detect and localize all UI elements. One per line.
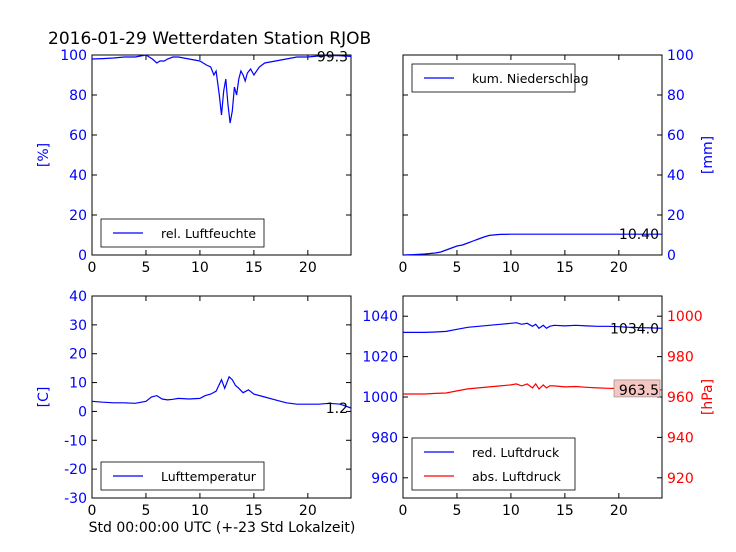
x-tick-label: 15 [556,503,574,519]
x-tick-label: 20 [610,503,628,519]
x-tick-label: 20 [610,260,628,276]
y-tick-label: 0 [78,248,87,264]
legend-label-0: red. Luftdruck [472,445,560,460]
axes-frame [91,54,352,256]
y-right-tick-label: 920 [667,471,694,487]
x-tick-label: 15 [245,260,263,276]
y-axis-label: [mm] [700,136,716,174]
y-tick-label: 1040 [362,309,398,325]
y-tick-label: 100 [60,48,87,64]
x-tick-label: 0 [88,260,97,276]
y-tick-label: 1020 [362,350,398,366]
legend-label-1: abs. Luftdruck [472,469,562,484]
last-value-label-right: 963.5 [619,383,659,399]
y-axis-label: [%] [36,143,52,167]
x-tick-label: 5 [141,503,150,519]
y-tick-label: 960 [371,471,398,487]
y-tick-label: -30 [64,491,87,507]
series-line-0 [402,233,662,256]
y-tick-label: 40 [69,168,87,184]
y-tick-label: 60 [69,128,87,144]
x-tick-label: 10 [191,503,209,519]
last-value-label: 10.40 [619,227,659,243]
axes-frame [402,54,663,256]
y-tick-label: 60 [667,128,685,144]
y-axis-label: [C] [36,387,52,408]
legend-box [411,437,576,491]
panel-temperature: 0 5 10 15 20 -30 -20 -10 0 10 20 30 40 [C] 1.2 Lufttemp… [36,289,352,519]
axes-frame [91,295,352,499]
y-tick-label: 980 [371,430,398,446]
y-axis-label: [hPa] [700,379,716,415]
last-value-label: 99.3 [317,49,348,65]
x-tick-label: 5 [452,260,461,276]
x-tick-label: 0 [399,503,408,519]
last-value-label: 1034.0 [610,321,659,337]
figure-xlabel: Std 00:00:00 UTC (+-23 Std Lokalzeit) [89,520,356,536]
y-right-tick-label: 980 [667,350,694,366]
panel-humidity: 0 5 10 15 20 0 20 40 60 80 100 [%] 99.3 rel. Luftfeuc… [36,48,352,276]
x-tick-label: 10 [502,503,520,519]
y-tick-label: 80 [667,88,685,104]
y-tick-label: 80 [69,88,87,104]
y-right-tick-label: 960 [667,390,694,406]
x-tick-label: 0 [399,260,408,276]
y-tick-label: -20 [64,462,87,478]
figure-title: 2016-01-29 Wetterdaten Station RJOB [48,29,371,49]
legend-label-0: Lufttemperatur [161,469,257,484]
y-tick-label: 20 [667,208,685,224]
y-tick-label: -10 [64,433,87,449]
y-tick-label: 40 [69,289,87,305]
x-tick-label: 20 [299,503,317,519]
x-tick-label: 10 [191,260,209,276]
series-line-0 [91,375,352,409]
y-tick-label: 0 [667,248,676,264]
x-tick-label: 10 [502,260,520,276]
series-line-0 [91,54,352,124]
y-tick-label: 0 [78,404,87,420]
x-tick-label: 0 [88,503,97,519]
y-right-tick-label: 940 [667,430,694,446]
last-value-label: 1.2 [326,401,348,417]
x-tick-label: 20 [299,260,317,276]
y-tick-label: 40 [667,168,685,184]
last-value-box-right [613,379,661,398]
legend-label-0: rel. Luftfeuchte [161,226,256,241]
y-tick-label: 20 [69,347,87,363]
x-tick-label: 15 [556,260,574,276]
x-tick-label: 15 [245,503,263,519]
x-tick-label: 5 [141,260,150,276]
panel-precipitation: 0 5 10 15 20 0 20 40 60 80 100 [mm] 10.40 kum. Nieder… [399,48,716,276]
y-tick-label: 20 [69,208,87,224]
y-tick-label: 10 [69,376,87,392]
x-tick-label: 5 [452,503,461,519]
y-right-tick-label: 1000 [667,309,703,325]
panel-pressure: 0 5 10 15 20 960 980 1000 1020 1040 920 940 960 980 10… [362,295,716,519]
series-line-0 [403,322,663,333]
y-tick-label: 100 [667,48,694,64]
legend-label-0: kum. Niederschlag [472,71,589,86]
series-line-1 [403,382,663,395]
y-tick-label: 30 [69,318,87,334]
y-tick-label: 1000 [362,390,398,406]
